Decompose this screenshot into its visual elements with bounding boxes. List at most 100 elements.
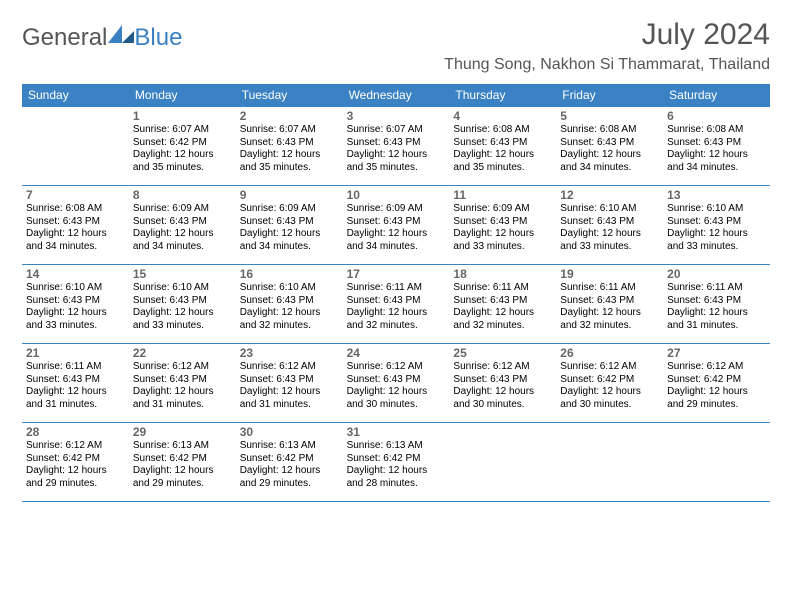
day-number: 20	[667, 267, 766, 281]
daylight-text: Daylight: 12 hours and 30 minutes.	[347, 386, 446, 411]
calendar-day: 22Sunrise: 6:12 AMSunset: 6:43 PMDayligh…	[129, 344, 236, 422]
day-info: Sunrise: 6:11 AMSunset: 6:43 PMDaylight:…	[453, 282, 552, 332]
calendar-week: 14Sunrise: 6:10 AMSunset: 6:43 PMDayligh…	[22, 264, 770, 343]
sunrise-text: Sunrise: 6:11 AM	[26, 361, 125, 374]
daylight-text: Daylight: 12 hours and 32 minutes.	[453, 307, 552, 332]
day-number: 16	[240, 267, 339, 281]
sunset-text: Sunset: 6:43 PM	[667, 216, 766, 229]
calendar-day: 29Sunrise: 6:13 AMSunset: 6:42 PMDayligh…	[129, 423, 236, 501]
day-info: Sunrise: 6:09 AMSunset: 6:43 PMDaylight:…	[347, 203, 446, 253]
daylight-text: Daylight: 12 hours and 29 minutes.	[26, 465, 125, 490]
daylight-text: Daylight: 12 hours and 34 minutes.	[347, 228, 446, 253]
day-header-sat: Saturday	[663, 84, 770, 106]
calendar-week: 1Sunrise: 6:07 AMSunset: 6:42 PMDaylight…	[22, 106, 770, 185]
sunset-text: Sunset: 6:43 PM	[347, 216, 446, 229]
day-info: Sunrise: 6:07 AMSunset: 6:43 PMDaylight:…	[240, 124, 339, 174]
sunset-text: Sunset: 6:43 PM	[560, 216, 659, 229]
day-header-mon: Monday	[129, 84, 236, 106]
sunset-text: Sunset: 6:43 PM	[240, 216, 339, 229]
daylight-text: Daylight: 12 hours and 31 minutes.	[240, 386, 339, 411]
day-number: 4	[453, 109, 552, 123]
sunrise-text: Sunrise: 6:12 AM	[667, 361, 766, 374]
day-info: Sunrise: 6:11 AMSunset: 6:43 PMDaylight:…	[667, 282, 766, 332]
calendar-day: 10Sunrise: 6:09 AMSunset: 6:43 PMDayligh…	[343, 186, 450, 264]
day-number: 14	[26, 267, 125, 281]
sunrise-text: Sunrise: 6:08 AM	[667, 124, 766, 137]
day-number: 18	[453, 267, 552, 281]
sunrise-text: Sunrise: 6:12 AM	[240, 361, 339, 374]
daylight-text: Daylight: 12 hours and 28 minutes.	[347, 465, 446, 490]
calendar: Sunday Monday Tuesday Wednesday Thursday…	[22, 84, 770, 502]
daylight-text: Daylight: 12 hours and 32 minutes.	[240, 307, 339, 332]
sunrise-text: Sunrise: 6:08 AM	[453, 124, 552, 137]
day-number: 21	[26, 346, 125, 360]
daylight-text: Daylight: 12 hours and 33 minutes.	[667, 228, 766, 253]
sunrise-text: Sunrise: 6:10 AM	[133, 282, 232, 295]
sunrise-text: Sunrise: 6:11 AM	[560, 282, 659, 295]
calendar-day: 26Sunrise: 6:12 AMSunset: 6:42 PMDayligh…	[556, 344, 663, 422]
sunset-text: Sunset: 6:43 PM	[133, 295, 232, 308]
day-info: Sunrise: 6:12 AMSunset: 6:43 PMDaylight:…	[240, 361, 339, 411]
day-header-row: Sunday Monday Tuesday Wednesday Thursday…	[22, 84, 770, 106]
location-text: Thung Song, Nakhon Si Thammarat, Thailan…	[444, 56, 770, 74]
day-number: 15	[133, 267, 232, 281]
day-number: 13	[667, 188, 766, 202]
calendar-day: 9Sunrise: 6:09 AMSunset: 6:43 PMDaylight…	[236, 186, 343, 264]
day-info: Sunrise: 6:10 AMSunset: 6:43 PMDaylight:…	[667, 203, 766, 253]
day-number: 22	[133, 346, 232, 360]
daylight-text: Daylight: 12 hours and 34 minutes.	[240, 228, 339, 253]
daylight-text: Daylight: 12 hours and 34 minutes.	[133, 228, 232, 253]
day-number: 25	[453, 346, 552, 360]
calendar-day: 16Sunrise: 6:10 AMSunset: 6:43 PMDayligh…	[236, 265, 343, 343]
daylight-text: Daylight: 12 hours and 33 minutes.	[453, 228, 552, 253]
sunrise-text: Sunrise: 6:10 AM	[26, 282, 125, 295]
day-info: Sunrise: 6:12 AMSunset: 6:42 PMDaylight:…	[667, 361, 766, 411]
calendar-day: 8Sunrise: 6:09 AMSunset: 6:43 PMDaylight…	[129, 186, 236, 264]
sunset-text: Sunset: 6:43 PM	[26, 216, 125, 229]
calendar-day: 24Sunrise: 6:12 AMSunset: 6:43 PMDayligh…	[343, 344, 450, 422]
calendar-day: 7Sunrise: 6:08 AMSunset: 6:43 PMDaylight…	[22, 186, 129, 264]
daylight-text: Daylight: 12 hours and 33 minutes.	[133, 307, 232, 332]
sunset-text: Sunset: 6:43 PM	[347, 295, 446, 308]
calendar-week: 21Sunrise: 6:11 AMSunset: 6:43 PMDayligh…	[22, 343, 770, 422]
calendar-day: 5Sunrise: 6:08 AMSunset: 6:43 PMDaylight…	[556, 107, 663, 185]
daylight-text: Daylight: 12 hours and 31 minutes.	[26, 386, 125, 411]
sunrise-text: Sunrise: 6:12 AM	[453, 361, 552, 374]
day-header-sun: Sunday	[22, 84, 129, 106]
day-header-thu: Thursday	[449, 84, 556, 106]
sunset-text: Sunset: 6:43 PM	[240, 374, 339, 387]
sunset-text: Sunset: 6:43 PM	[347, 374, 446, 387]
daylight-text: Daylight: 12 hours and 29 minutes.	[667, 386, 766, 411]
daylight-text: Daylight: 12 hours and 32 minutes.	[347, 307, 446, 332]
sunset-text: Sunset: 6:43 PM	[453, 216, 552, 229]
logo-mark-icon	[108, 25, 134, 43]
day-info: Sunrise: 6:13 AMSunset: 6:42 PMDaylight:…	[347, 440, 446, 490]
sunrise-text: Sunrise: 6:09 AM	[133, 203, 232, 216]
sunrise-text: Sunrise: 6:10 AM	[667, 203, 766, 216]
day-number: 6	[667, 109, 766, 123]
calendar-week: 28Sunrise: 6:12 AMSunset: 6:42 PMDayligh…	[22, 422, 770, 502]
calendar-day	[449, 423, 556, 501]
sunset-text: Sunset: 6:43 PM	[560, 295, 659, 308]
day-info: Sunrise: 6:11 AMSunset: 6:43 PMDaylight:…	[26, 361, 125, 411]
calendar-day: 13Sunrise: 6:10 AMSunset: 6:43 PMDayligh…	[663, 186, 770, 264]
daylight-text: Daylight: 12 hours and 33 minutes.	[560, 228, 659, 253]
calendar-day: 28Sunrise: 6:12 AMSunset: 6:42 PMDayligh…	[22, 423, 129, 501]
sunset-text: Sunset: 6:42 PM	[667, 374, 766, 387]
sunrise-text: Sunrise: 6:08 AM	[26, 203, 125, 216]
sunrise-text: Sunrise: 6:07 AM	[240, 124, 339, 137]
month-title: July 2024	[444, 18, 770, 52]
day-info: Sunrise: 6:10 AMSunset: 6:43 PMDaylight:…	[133, 282, 232, 332]
day-number: 26	[560, 346, 659, 360]
day-number: 28	[26, 425, 125, 439]
day-info: Sunrise: 6:12 AMSunset: 6:43 PMDaylight:…	[347, 361, 446, 411]
daylight-text: Daylight: 12 hours and 34 minutes.	[667, 149, 766, 174]
day-number: 12	[560, 188, 659, 202]
sunrise-text: Sunrise: 6:13 AM	[240, 440, 339, 453]
calendar-day: 6Sunrise: 6:08 AMSunset: 6:43 PMDaylight…	[663, 107, 770, 185]
day-info: Sunrise: 6:08 AMSunset: 6:43 PMDaylight:…	[26, 203, 125, 253]
daylight-text: Daylight: 12 hours and 33 minutes.	[26, 307, 125, 332]
day-info: Sunrise: 6:08 AMSunset: 6:43 PMDaylight:…	[453, 124, 552, 174]
day-info: Sunrise: 6:13 AMSunset: 6:42 PMDaylight:…	[240, 440, 339, 490]
day-info: Sunrise: 6:07 AMSunset: 6:42 PMDaylight:…	[133, 124, 232, 174]
